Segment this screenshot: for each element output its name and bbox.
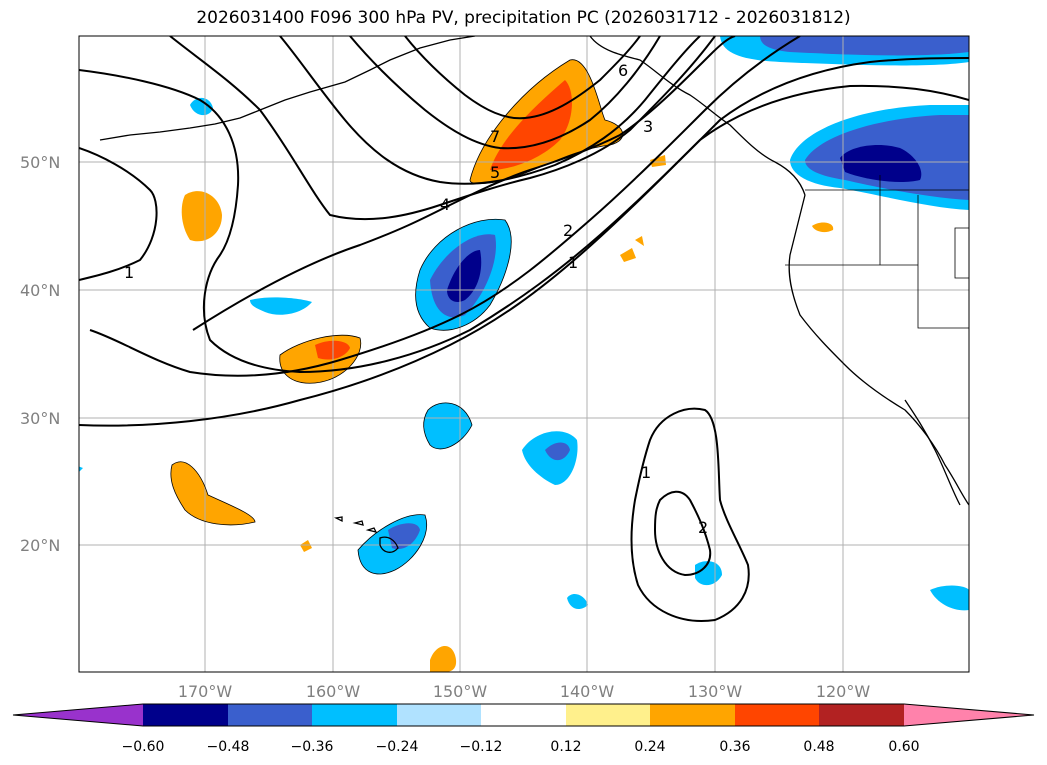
colorbar-bin bbox=[228, 704, 312, 726]
coastlines bbox=[99, 36, 969, 553]
colorbar-bin bbox=[650, 704, 735, 726]
gridlines bbox=[79, 36, 969, 672]
colorbar-bin bbox=[481, 704, 566, 726]
colorbar-bin bbox=[819, 704, 904, 726]
colorbar-bin bbox=[312, 704, 397, 726]
colorbar-bin bbox=[735, 704, 819, 726]
svg-text:−0.24: −0.24 bbox=[376, 739, 419, 755]
svg-text:140°W: 140°W bbox=[560, 682, 615, 701]
lon-labels: 170°W 160°W 150°W 140°W 130°W 120°W bbox=[178, 682, 871, 701]
map-title: 2026031400 F096 300 hPa PV, precipitatio… bbox=[196, 8, 851, 28]
svg-text:7: 7 bbox=[490, 127, 500, 146]
svg-text:0.24: 0.24 bbox=[634, 739, 665, 755]
svg-text:130°W: 130°W bbox=[688, 682, 743, 701]
svg-text:1: 1 bbox=[124, 263, 134, 282]
svg-text:4: 4 bbox=[440, 195, 450, 214]
colorbar-bin bbox=[397, 704, 481, 726]
svg-text:5: 5 bbox=[490, 163, 500, 182]
svg-text:150°W: 150°W bbox=[433, 682, 488, 701]
lat-labels: 50°N 40°N 30°N 20°N bbox=[20, 153, 60, 555]
borders bbox=[785, 175, 969, 329]
svg-text:170°W: 170°W bbox=[178, 682, 233, 701]
svg-text:1: 1 bbox=[641, 463, 651, 482]
svg-text:20°N: 20°N bbox=[20, 536, 60, 555]
contour-labels: 1 2 3 4 5 6 7 1 1 2 bbox=[124, 61, 708, 537]
svg-text:120°W: 120°W bbox=[816, 682, 871, 701]
svg-text:−0.48: −0.48 bbox=[207, 739, 250, 755]
colorbar: −0.60 −0.48 −0.36 −0.24 −0.12 0.12 0.24 … bbox=[12, 703, 1035, 755]
svg-text:−0.60: −0.60 bbox=[122, 739, 165, 755]
map-border bbox=[78, 35, 970, 673]
colorbar-min-extend bbox=[13, 704, 143, 726]
svg-text:2: 2 bbox=[563, 221, 573, 240]
colorbar-ticks: −0.60 −0.48 −0.36 −0.24 −0.12 0.12 0.24 … bbox=[122, 739, 920, 755]
svg-text:2: 2 bbox=[698, 518, 708, 537]
svg-text:160°W: 160°W bbox=[306, 682, 361, 701]
colorbar-max-extend bbox=[904, 704, 1034, 726]
svg-text:6: 6 bbox=[618, 61, 628, 80]
svg-text:40°N: 40°N bbox=[20, 281, 60, 300]
pv-contours bbox=[79, 36, 969, 622]
svg-text:0.60: 0.60 bbox=[888, 739, 919, 755]
svg-text:30°N: 30°N bbox=[20, 409, 60, 428]
colorbar-bin bbox=[566, 704, 650, 726]
colorbar-bin bbox=[143, 704, 228, 726]
svg-text:0.36: 0.36 bbox=[719, 739, 750, 755]
svg-text:3: 3 bbox=[643, 117, 653, 136]
svg-text:−0.12: −0.12 bbox=[460, 739, 503, 755]
svg-text:0.48: 0.48 bbox=[803, 739, 834, 755]
svg-text:50°N: 50°N bbox=[20, 153, 60, 172]
svg-text:−0.36: −0.36 bbox=[291, 739, 334, 755]
svg-text:1: 1 bbox=[568, 253, 578, 272]
shading-outlines bbox=[170, 59, 623, 575]
svg-text:0.12: 0.12 bbox=[550, 739, 581, 755]
